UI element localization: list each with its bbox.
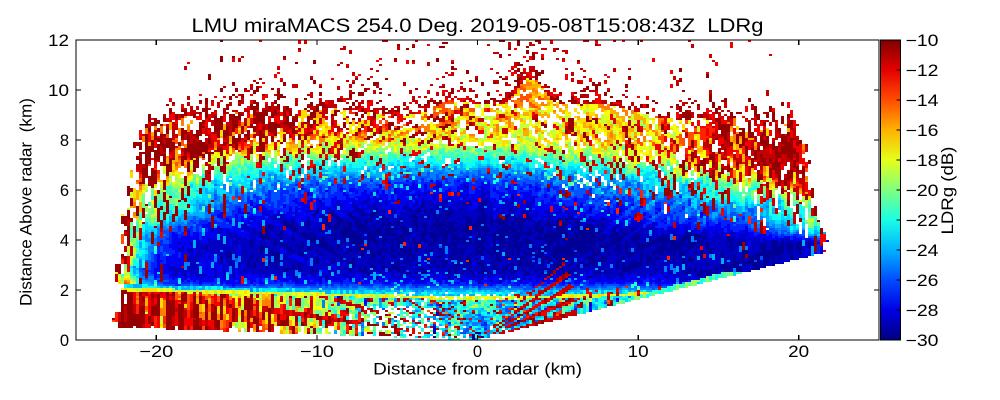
- svg-text:−22: −22: [906, 212, 939, 230]
- svg-text:0: 0: [60, 332, 69, 350]
- svg-text:10: 10: [48, 82, 69, 100]
- svg-text:LDRg (dB): LDRg (dB): [939, 147, 957, 235]
- svg-text:10: 10: [628, 343, 649, 361]
- svg-text:−14: −14: [906, 92, 939, 110]
- svg-text:20: 20: [788, 343, 809, 361]
- svg-text:−12: −12: [906, 62, 939, 80]
- svg-text:Distance Above radar (km): Distance Above radar (km): [17, 98, 36, 306]
- svg-text:−28: −28: [906, 302, 939, 320]
- svg-text:4: 4: [60, 232, 69, 250]
- svg-text:−26: −26: [906, 272, 939, 290]
- svg-text:−10: −10: [906, 32, 939, 50]
- svg-text:−30: −30: [906, 332, 939, 350]
- svg-text:−20: −20: [139, 343, 173, 361]
- svg-text:8: 8: [60, 132, 69, 150]
- svg-text:2: 2: [60, 282, 69, 300]
- svg-text:LMU miraMACS 254.0 Deg. 2019-0: LMU miraMACS 254.0 Deg. 2019-05-08T15:08…: [192, 16, 764, 37]
- svg-text:−10: −10: [300, 343, 334, 361]
- svg-text:12: 12: [48, 32, 69, 50]
- svg-text:Distance from radar (km): Distance from radar (km): [373, 360, 582, 379]
- svg-text:−16: −16: [906, 122, 939, 140]
- svg-text:−18: −18: [906, 152, 939, 170]
- svg-text:−24: −24: [906, 242, 939, 260]
- svg-text:6: 6: [60, 182, 69, 200]
- svg-text:0: 0: [473, 343, 482, 361]
- svg-text:−20: −20: [906, 182, 939, 200]
